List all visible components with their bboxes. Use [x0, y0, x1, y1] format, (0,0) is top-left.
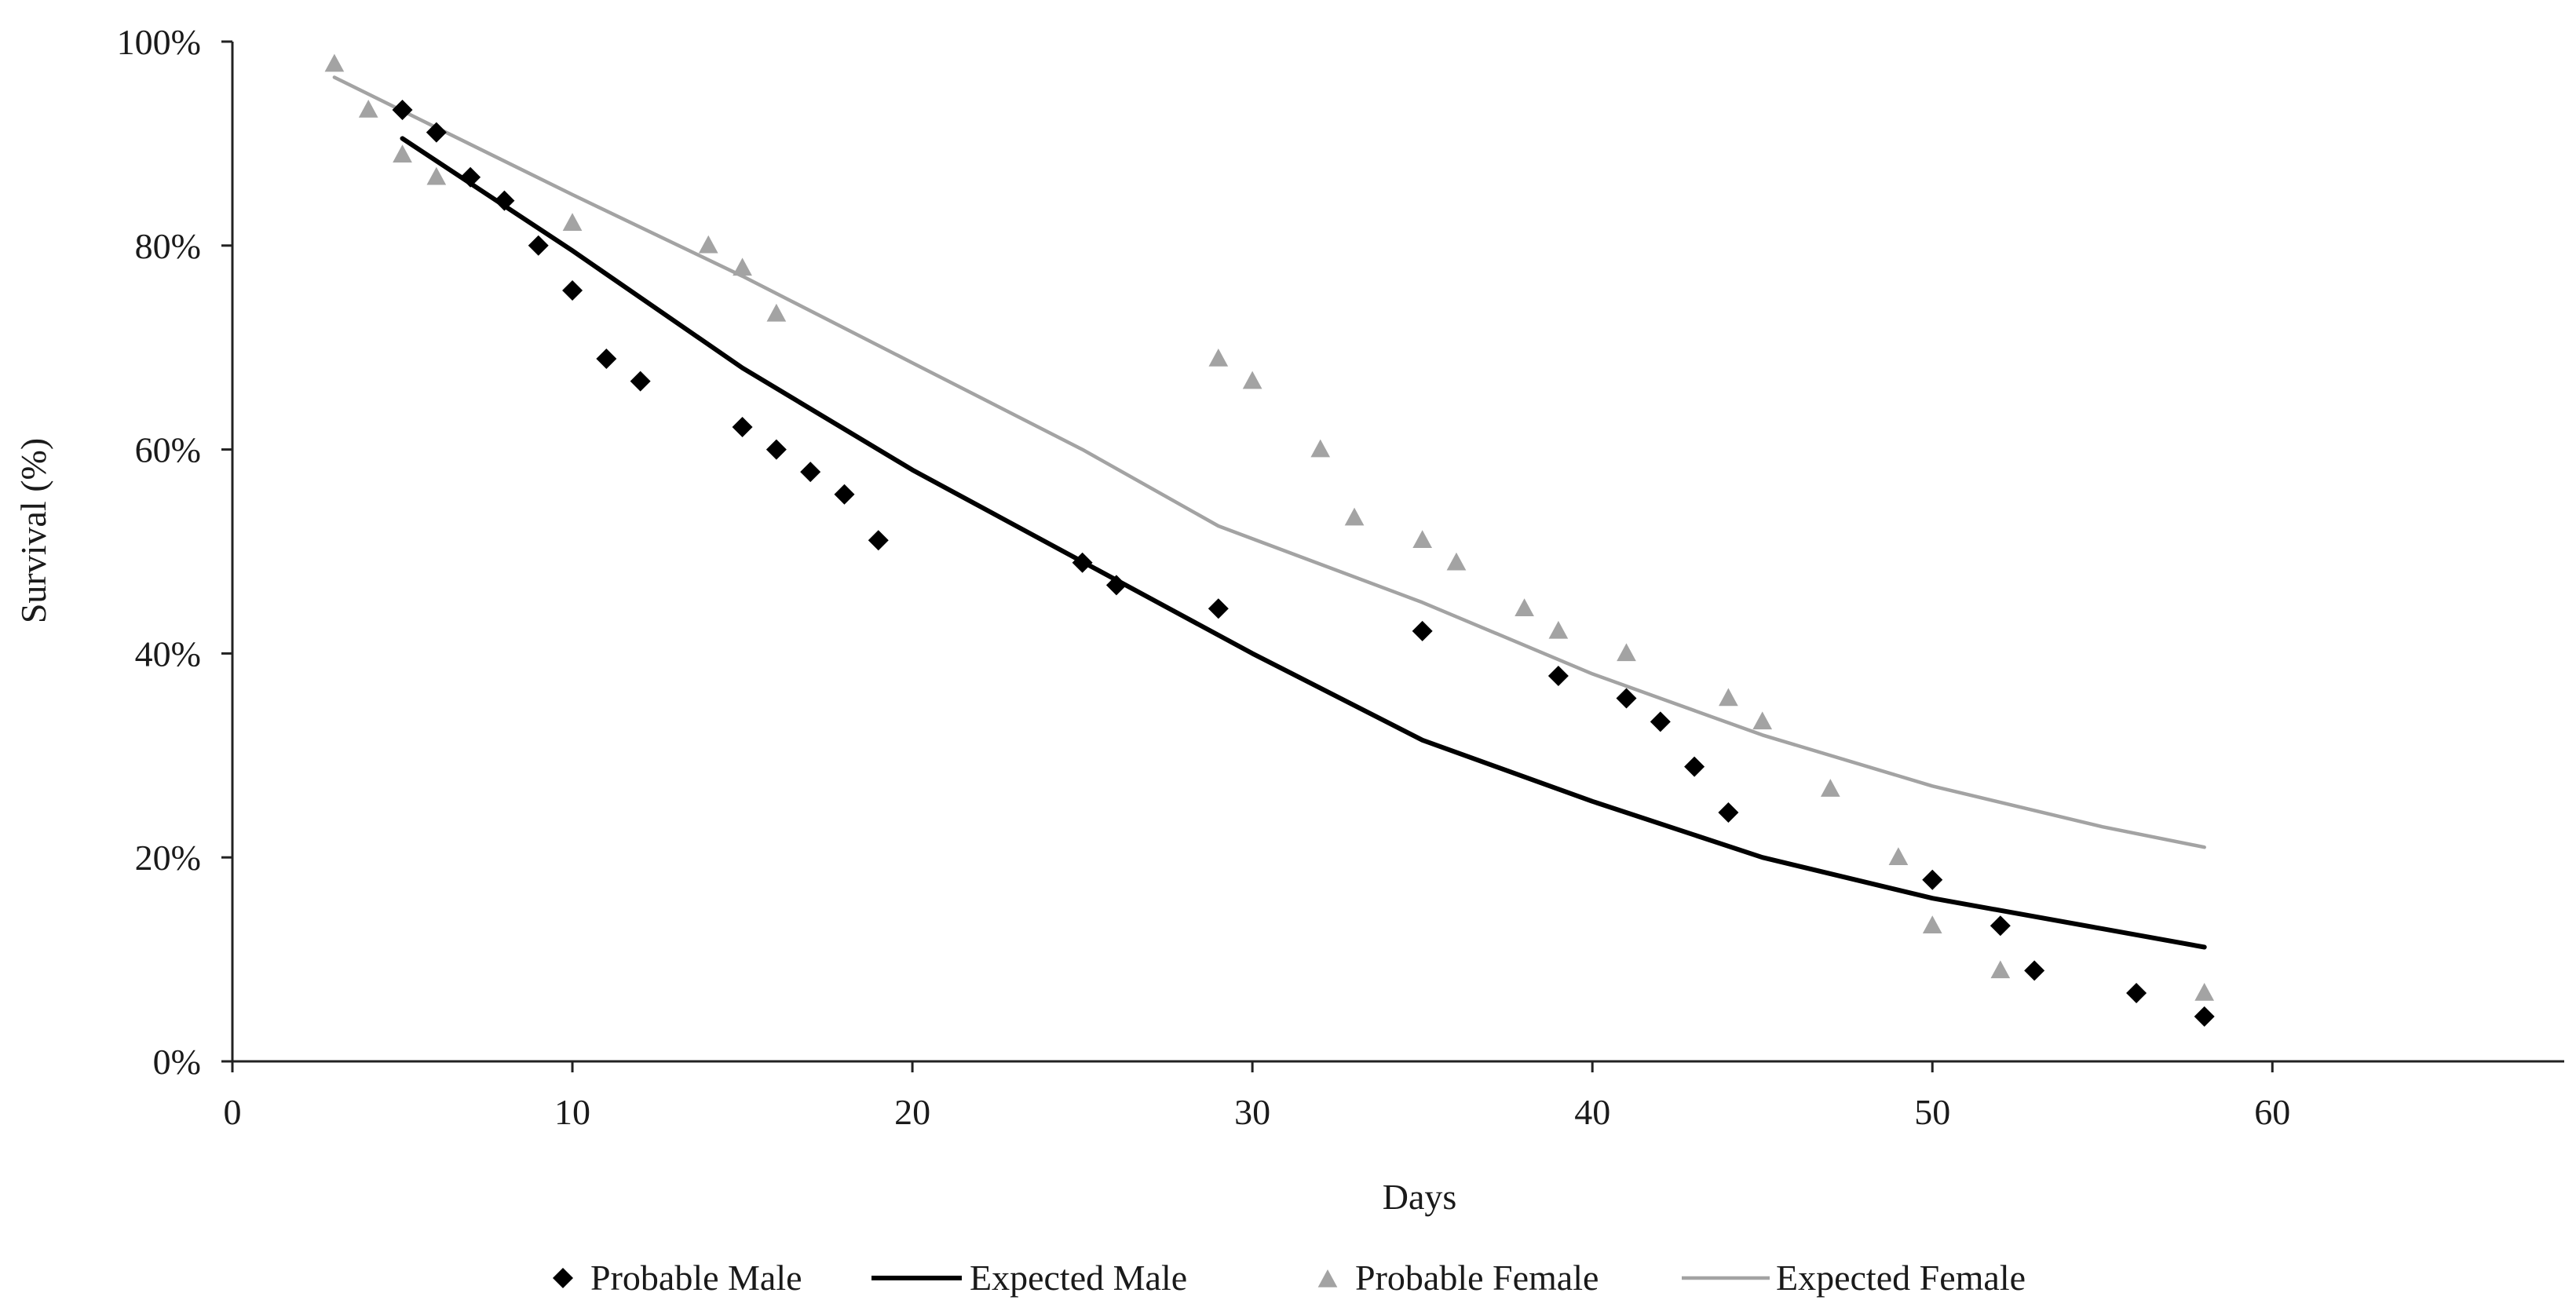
point-probable-male [1616, 688, 1637, 709]
point-probable-male [2194, 1006, 2215, 1027]
y-tick-label: 40% [135, 634, 201, 674]
point-probable-male [494, 190, 515, 211]
point-probable-female [1719, 688, 1738, 707]
point-probable-female [1617, 643, 1636, 662]
x-axis-title: Days [1383, 1177, 1457, 1217]
series-expected-male [400, 136, 2207, 950]
y-tick-label: 0% [153, 1042, 201, 1082]
legend-label-expected-male: Expected Male [970, 1258, 1187, 1298]
x-tick-label: 40 [1574, 1092, 1610, 1132]
x-tick-label: 20 [894, 1092, 930, 1132]
point-probable-female [1990, 960, 2011, 979]
line-expected-female [332, 75, 2206, 849]
series-probable-male [392, 100, 2215, 1027]
point-probable-female [1888, 847, 1909, 865]
y-tick-label: 20% [135, 838, 201, 878]
point-probable-male [800, 462, 821, 483]
point-probable-female [1548, 620, 1569, 639]
point-probable-female [1922, 915, 1942, 933]
line-expected-male [400, 136, 2207, 950]
point-probable-female [426, 166, 447, 185]
x-tick-label: 30 [1234, 1092, 1270, 1132]
point-probable-male [868, 530, 889, 551]
point-probable-male [528, 235, 549, 256]
legend-label-probable-male: Probable Male [590, 1258, 802, 1298]
point-probable-female [358, 100, 378, 118]
y-tick-label: 80% [135, 226, 201, 266]
point-probable-male [1105, 575, 1127, 596]
point-probable-male [426, 122, 447, 143]
point-probable-female [766, 303, 787, 322]
point-probable-male [460, 166, 481, 188]
point-probable-male [1922, 869, 1943, 890]
point-probable-male [392, 100, 413, 121]
point-probable-male [1412, 620, 1433, 641]
point-probable-female [393, 144, 412, 163]
point-probable-male [596, 348, 617, 369]
series-probable-female [324, 53, 2215, 1001]
point-probable-male [765, 439, 787, 460]
point-probable-female [1446, 552, 1467, 571]
point-probable-male [562, 279, 583, 301]
point-probable-male [1208, 598, 1229, 619]
point-probable-female [324, 53, 345, 72]
point-probable-female [1208, 348, 1229, 367]
y-tick-label: 100% [117, 22, 201, 62]
point-probable-female [1412, 530, 1433, 548]
point-probable-female [698, 235, 718, 254]
point-probable-male [1718, 802, 1739, 823]
point-probable-male [630, 371, 651, 392]
y-axis-ticks: 0% 20% 40% 60% 80% 100% [117, 22, 232, 1082]
y-axis-title: Survival (%) [13, 438, 53, 623]
y-tick-label: 60% [135, 430, 201, 470]
plot-area [324, 53, 2215, 1027]
series-expected-female [332, 75, 2206, 849]
point-probable-female [1515, 598, 1534, 616]
point-probable-male [1650, 711, 1671, 732]
point-probable-female [733, 257, 752, 276]
point-probable-female [1344, 507, 1365, 526]
legend-marker-probable-female [1317, 1269, 1338, 1287]
point-probable-female [1310, 439, 1331, 458]
legend-label-probable-female: Probable Female [1355, 1258, 1599, 1298]
point-probable-male [1684, 756, 1705, 777]
x-tick-label: 50 [1914, 1092, 1950, 1132]
point-probable-female [1752, 711, 1773, 730]
point-probable-male [834, 484, 855, 505]
point-probable-male [2126, 982, 2147, 1003]
legend: Probable Male Expected Male Probable Fem… [553, 1258, 2026, 1298]
x-tick-label: 10 [554, 1092, 590, 1132]
x-tick-label: 60 [2254, 1092, 2290, 1132]
point-probable-male [1072, 552, 1093, 573]
legend-marker-probable-male [553, 1268, 573, 1288]
point-probable-female [1242, 371, 1262, 389]
point-probable-female [2194, 982, 2215, 1001]
point-probable-male [1990, 915, 2011, 937]
point-probable-male [1547, 665, 1569, 686]
point-probable-female [1820, 779, 1840, 797]
point-probable-female [562, 213, 583, 231]
x-axis-ticks: 0 10 20 30 40 50 60 [224, 1061, 2290, 1132]
point-probable-male [2024, 960, 2045, 981]
legend-label-expected-female: Expected Female [1776, 1258, 2026, 1298]
x-tick-label: 0 [224, 1092, 242, 1132]
point-probable-male [732, 417, 753, 438]
